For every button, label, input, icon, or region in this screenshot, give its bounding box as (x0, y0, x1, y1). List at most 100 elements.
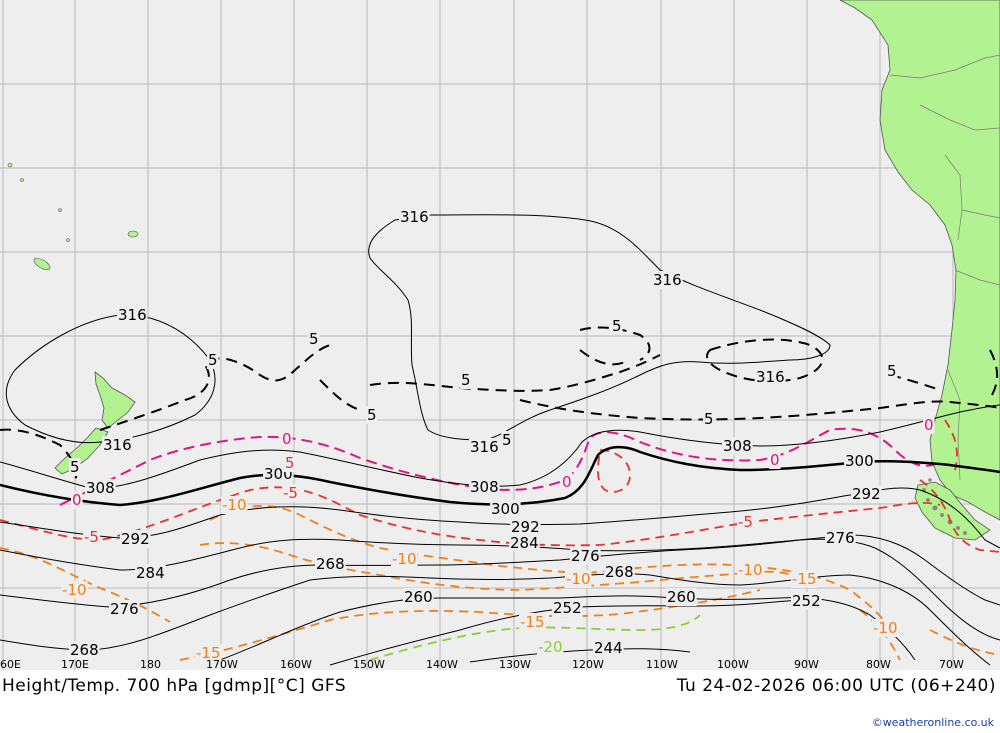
height-label: 244 (594, 639, 623, 657)
label-halo (737, 513, 754, 531)
height-label: 260 (404, 588, 433, 606)
longitude-label: 160W (280, 658, 312, 670)
longitude-label: 180 (140, 658, 161, 670)
temp-label: 5 (887, 362, 897, 380)
label-halo (844, 452, 875, 470)
label-halo (83, 528, 100, 546)
height-label: 300 (491, 500, 520, 518)
tierra-del-fuego-land (914, 481, 991, 541)
label-halo (604, 563, 635, 581)
longitude-label: 130W (499, 658, 531, 670)
height-labels: 316 316 316 316 316 316 308 308 308 300 … (69, 208, 882, 659)
label-halo (769, 451, 781, 469)
temp-label: 5 (208, 351, 218, 369)
height-label: 316 (653, 271, 682, 289)
label-halo (755, 368, 786, 386)
graticule (0, 0, 1000, 670)
longitude-labels: 60E 170E 180 170W 160W 150W 140W 130W 12… (0, 658, 964, 670)
temp-label: 0 (72, 491, 82, 509)
longitude-label: 140W (426, 658, 458, 670)
temp-label: 5 (704, 410, 714, 428)
height-label: 268 (316, 555, 345, 573)
longitude-label: 120W (572, 658, 604, 670)
temp-label: 5 (502, 431, 512, 449)
label-halo (825, 529, 856, 547)
label-halo (509, 534, 540, 552)
pacific-islands (7, 162, 139, 270)
map-footer: Height/Temp. 700 hPa [gdmp][°C] GFS Tu 2… (0, 670, 1000, 733)
longitude-label: 80W (866, 658, 891, 670)
longitude-label: 70W (939, 658, 964, 670)
label-halo (791, 570, 818, 588)
temp-label: -5 (84, 528, 99, 546)
temp-very-cold-isotherm (369, 614, 701, 661)
height-label: 316 (400, 208, 429, 226)
temp-label: -20 (538, 638, 563, 656)
label-halo (469, 478, 500, 496)
weather-map: 316 316 316 316 316 316 308 308 308 300 … (0, 0, 1000, 670)
label-halo (284, 454, 296, 472)
temp-label: -15 (792, 570, 817, 588)
temp-zero-isotherm (59, 427, 941, 506)
height-label: 308 (470, 478, 499, 496)
country-borders (889, 54, 1000, 481)
height-label: 284 (510, 534, 539, 552)
temp-label: 0 (924, 416, 934, 434)
temp-label: -15 (196, 644, 221, 662)
height-label: 292 (121, 530, 150, 548)
height-label: 252 (553, 599, 582, 617)
label-halo (207, 351, 219, 369)
label-halo (791, 592, 822, 610)
height-label: 316 (470, 438, 499, 456)
credit-link[interactable]: ©weatheronline.co.uk (871, 716, 994, 729)
temp-label: 5 (285, 454, 295, 472)
height-label: 260 (667, 588, 696, 606)
label-halo (872, 619, 899, 637)
temp-label: 5 (612, 317, 622, 335)
label-halo (195, 644, 222, 662)
label-halo (308, 330, 320, 348)
label-halo (490, 500, 521, 518)
height-label: 316 (756, 368, 785, 386)
label-halo (593, 639, 624, 657)
label-halo (923, 416, 935, 434)
label-halo (469, 438, 500, 456)
label-halo (886, 362, 898, 380)
label-halo (69, 458, 81, 476)
temp-label: 5 (461, 371, 471, 389)
temperature-labels: 5 5 5 5 5 5 5 5 5 5 -5 -5 -5 0 0 0 0 0 -… (61, 317, 935, 662)
ocean-background (0, 0, 1000, 670)
longitude-label: 170W (206, 658, 238, 670)
temp-label: -5 (283, 484, 298, 502)
label-halo (570, 547, 601, 565)
height-label: 284 (136, 564, 165, 582)
label-halo (109, 600, 140, 618)
label-halo (851, 485, 882, 503)
longitude-label: 60E (0, 658, 21, 670)
height-label: 316 (103, 436, 132, 454)
longitude-label: 110W (646, 658, 678, 670)
label-halo (281, 430, 293, 448)
label-halo (61, 581, 88, 599)
label-halo (366, 406, 378, 424)
temp-label: -10 (738, 561, 763, 579)
label-halo (519, 613, 546, 631)
temp-label: 5 (309, 330, 319, 348)
label-halo (120, 530, 151, 548)
label-halo (85, 479, 116, 497)
height-label: 276 (571, 547, 600, 565)
label-halo (537, 638, 564, 656)
label-halo (722, 437, 753, 455)
temp-label: -10 (873, 619, 898, 637)
temp-label: -10 (222, 496, 247, 514)
label-halo (391, 550, 418, 568)
temp-label: -15 (520, 613, 545, 631)
valid-time: Tu 24-02-2026 06:00 UTC (06+240) (676, 676, 996, 696)
label-halo (102, 436, 133, 454)
label-halo (666, 588, 697, 606)
label-halo (501, 431, 513, 449)
height-label: 276 (110, 600, 139, 618)
south-america-land (839, 0, 1000, 521)
longitude-label: 150W (353, 658, 385, 670)
label-halo (460, 371, 472, 389)
